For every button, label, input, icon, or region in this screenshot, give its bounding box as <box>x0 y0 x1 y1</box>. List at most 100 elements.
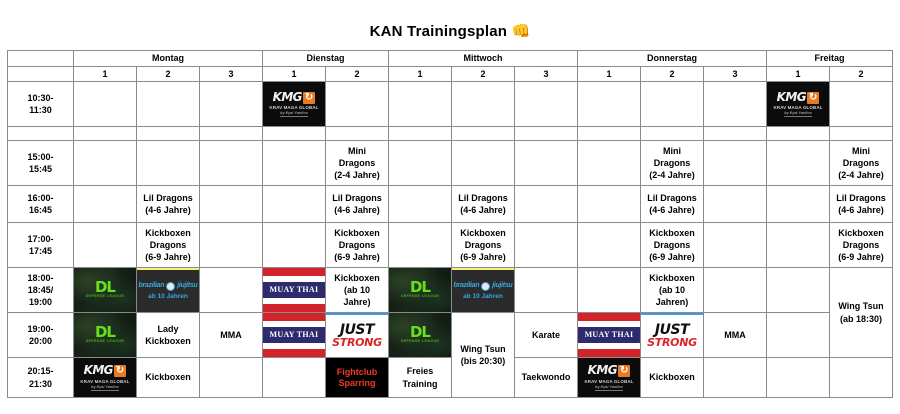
cell-montag-2-lady_kickboxen-line1: Lady <box>157 323 179 334</box>
kmg-logo-icon: KMG ↻ KRAV MAGA GLOBAL by Eyal Yanilov <box>263 82 325 126</box>
cell-donnerstag-1-logo-muay[interactable]: MUAY THAI <box>577 312 641 358</box>
header-corner <box>6 50 74 67</box>
cell-donnerstag-2-mini_dragons-line2: Dragons <box>653 157 691 168</box>
training-schedule-table: Montag Dienstag Mittwoch Donnerstag Frei… <box>6 50 894 398</box>
kmg-logo-icon: KMG ↻ KRAV MAGA GLOBAL by Eyal Yanilov <box>74 358 136 397</box>
cell-mittwoch-3-taekwondo-line1: Taekwondo <box>521 372 571 383</box>
cell-montag-3-empty <box>198 222 263 268</box>
cell-dienstag-2-lil_dragons[interactable]: Lil Dragons (4-6 Jahre) <box>324 185 389 223</box>
cell-mittwoch-1-logo-dl[interactable]: DL DEFENSE LEAGUE <box>387 312 452 358</box>
cell-donnerstag-2-mini_dragons[interactable]: Mini Dragons (2-4 Jahre) <box>640 140 704 186</box>
time-t1500-line1: 15:00- <box>27 151 54 162</box>
page-title: KAN Trainingsplan 👊 <box>369 23 531 40</box>
cell-freitag-2-lil_dragons[interactable]: Lil Dragons (4-6 Jahre) <box>829 185 894 223</box>
time-t1900-line1: 19:00- <box>27 323 54 334</box>
spacer-cell <box>577 126 641 141</box>
spacer-cell <box>72 126 137 141</box>
cell-freitag-2-wing_tsun_ab-line1: Wing Tsun <box>838 301 884 312</box>
schedule-row-t1500: 15:00- 15:45 Mini Dragons (2-4 Jahre) Mini Dra… <box>6 140 894 186</box>
cell-dienstag-2-mini_dragons-line2: Dragons <box>338 157 376 168</box>
day-header-dienstag: Dienstag <box>261 50 389 67</box>
time-label-t1800: 18:00- 18:45/19:00 <box>6 267 74 313</box>
cell-donnerstag-2-lil_dragons[interactable]: Lil Dragons (4-6 Jahre) <box>640 185 704 223</box>
cell-mittwoch-3-karate[interactable]: Karate <box>513 312 579 358</box>
cell-donnerstag-2-kickboxen_dragons-line2: Dragons <box>653 239 691 250</box>
cell-donnerstag-2-kickboxen_ab10_jahren-line3: Jahren) <box>655 297 689 308</box>
cell-mittwoch-3-empty <box>513 140 579 186</box>
cell-donnerstag-3-mma[interactable]: MMA <box>702 312 768 358</box>
cell-mittwoch-1-empty <box>387 222 452 268</box>
cell-montag-2-lil_dragons[interactable]: Lil Dragons (4-6 Jahre) <box>135 185 200 223</box>
cell-mittwoch-2-lil_dragons[interactable]: Lil Dragons (4-6 Jahre) <box>450 185 515 223</box>
cell-dienstag-2-kickboxen_ab10_jahre[interactable]: Kickboxen (ab 10 Jahre) <box>324 267 389 313</box>
cell-dienstag-1-logo-muay[interactable]: MUAY THAI <box>261 267 326 313</box>
cell-freitag-2-mini_dragons-line1: Mini <box>852 145 871 156</box>
cell-donnerstag-2-kickboxen_ab10_jahren[interactable]: Kickboxen (ab 10 Jahren) <box>640 267 704 313</box>
cell-dienstag-2-kickboxen_dragons-line1: Kickboxen <box>334 227 380 238</box>
spacer-cell <box>829 126 894 141</box>
cell-mittwoch-2-logo-bjj[interactable]: brazilian jiujitsu ab 10 Jahren <box>450 267 515 313</box>
cell-dienstag-2-kickboxen_dragons[interactable]: Kickboxen Dragons (6-9 Jahre) <box>324 222 389 268</box>
cell-freitag-2-mini_dragons[interactable]: Mini Dragons (2-4 Jahre) <box>829 140 894 186</box>
cell-montag-1-logo-dl[interactable]: DL DEFENSE LEAGUE <box>72 267 137 313</box>
cell-mittwoch-1-freies_training[interactable]: Freies Training <box>387 357 452 398</box>
cell-mittwoch-2-wing_tsun_bis[interactable]: Wing Tsun (bis 20:30) <box>450 312 515 398</box>
cell-freitag-1-logo-kmg[interactable]: KMG ↻ KRAV MAGA GLOBAL by Eyal Yanilov <box>766 81 831 127</box>
cell-montag-1-logo-kmg[interactable]: KMG ↻ KRAV MAGA GLOBAL by Eyal Yanilov <box>72 357 137 398</box>
cell-dienstag-2-lil_dragons-line2: (4-6 Jahre) <box>334 205 380 215</box>
cell-donnerstag-1-logo-kmg[interactable]: KMG ↻ KRAV MAGA GLOBAL by Eyal Yanilov <box>577 357 641 398</box>
time-label-t1030: 10:30- 11:30 <box>6 81 74 127</box>
cell-dienstag-1-logo-kmg[interactable]: KMG ↻ KRAV MAGA GLOBAL by Eyal Yanilov <box>261 81 326 127</box>
cell-dienstag-2-logo-fightclub[interactable]: Fightclub Sparring <box>324 357 389 398</box>
mat-dienstag-1: 1 <box>261 66 326 82</box>
just-strong-logo-icon: JUST STRONG <box>641 313 703 357</box>
time-t1800-line3: 19:00 <box>28 297 52 308</box>
mat-montag-2: 2 <box>135 66 200 82</box>
schedule-row-t1700: 17:00- 17:45 Kickboxen Dragons (6-9 Jahre) Ki… <box>6 222 894 268</box>
schedule-spacer-row <box>6 126 894 141</box>
cell-donnerstag-2-kickboxen_dragons-line3: (6-9 Jahre) <box>649 252 695 263</box>
cell-dienstag-2-kickboxen_dragons-line3: (6-9 Jahre) <box>334 252 380 263</box>
header-row-mats: 1 2 3 1 2 1 2 3 1 2 3 1 2 <box>6 66 894 82</box>
cell-montag-3-mma[interactable]: MMA <box>198 312 263 358</box>
cell-montag-1-logo-dl[interactable]: DL DEFENSE LEAGUE <box>72 312 137 358</box>
cell-donnerstag-2-mini_dragons-line3: (2-4 Jahre) <box>649 170 695 181</box>
cell-freitag-2-wing_tsun_ab[interactable]: Wing Tsun (ab 18:30) <box>829 267 894 358</box>
cell-montag-2-kickboxen_dragons[interactable]: Kickboxen Dragons (6-9 Jahre) <box>135 222 200 268</box>
cell-donnerstag-2-kickboxen-line1: Kickboxen <box>649 372 695 383</box>
cell-mittwoch-1-logo-dl[interactable]: DL DEFENSE LEAGUE <box>387 267 452 313</box>
cell-dienstag-2-logo-just[interactable]: JUST STRONG <box>324 312 389 358</box>
cell-donnerstag-3-empty <box>702 140 768 186</box>
cell-montag-2-kickboxen-line1: Kickboxen <box>145 372 191 383</box>
cell-mittwoch-1-empty <box>387 140 452 186</box>
cell-montag-2-empty <box>135 81 200 127</box>
cell-montag-2-kickboxen[interactable]: Kickboxen <box>135 357 200 398</box>
cell-montag-2-lady_kickboxen[interactable]: Lady Kickboxen <box>135 312 200 358</box>
mat-mittwoch-2: 2 <box>450 66 515 82</box>
cell-donnerstag-2-logo-just[interactable]: JUST STRONG <box>640 312 704 358</box>
spacer-cell <box>702 126 768 141</box>
day-header-freitag: Freitag <box>766 50 894 67</box>
cell-donnerstag-3-empty <box>702 357 768 398</box>
cell-mittwoch-3-empty <box>513 267 579 313</box>
cell-montag-2-lil_dragons-line1: Lil Dragons <box>143 192 193 203</box>
cell-mittwoch-3-taekwondo[interactable]: Taekwondo <box>513 357 579 398</box>
cell-freitag-2-kickboxen_dragons-line1: Kickboxen <box>838 227 884 238</box>
cell-freitag-1-empty <box>766 185 831 223</box>
cell-freitag-2-kickboxen_dragons-line3: (6-9 Jahre) <box>838 252 884 263</box>
cell-mittwoch-2-kickboxen_dragons[interactable]: Kickboxen Dragons (6-9 Jahre) <box>450 222 515 268</box>
cell-freitag-1-empty <box>766 140 831 186</box>
brazilian-jiujitsu-logo-icon: brazilian jiujitsu ab 10 Jahren <box>137 268 199 312</box>
cell-donnerstag-2-kickboxen_dragons[interactable]: Kickboxen Dragons (6-9 Jahre) <box>640 222 704 268</box>
cell-donnerstag-1-empty <box>577 267 641 313</box>
cell-freitag-2-kickboxen_dragons[interactable]: Kickboxen Dragons (6-9 Jahre) <box>829 222 894 268</box>
cell-dienstag-1-logo-muay[interactable]: MUAY THAI <box>261 312 326 358</box>
cell-montag-3-empty <box>198 140 263 186</box>
cell-donnerstag-3-empty <box>702 222 768 268</box>
cell-freitag-2-lil_dragons-line1: Lil Dragons <box>836 192 886 203</box>
spacer-cell <box>513 126 579 141</box>
cell-montag-1-empty <box>72 222 137 268</box>
cell-dienstag-2-mini_dragons[interactable]: Mini Dragons (2-4 Jahre) <box>324 140 389 186</box>
cell-donnerstag-2-kickboxen[interactable]: Kickboxen <box>640 357 704 398</box>
cell-montag-2-logo-bjj[interactable]: brazilian jiujitsu ab 10 Jahren <box>135 267 200 313</box>
